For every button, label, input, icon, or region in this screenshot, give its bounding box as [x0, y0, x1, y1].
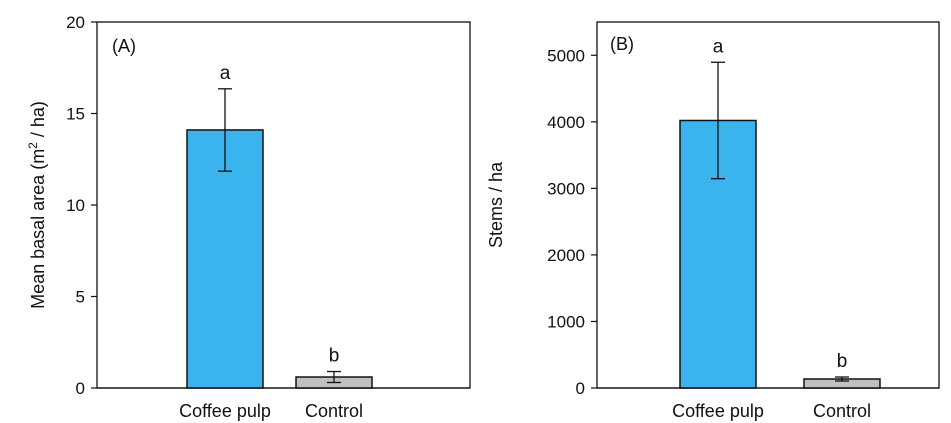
y-tick-label: 5000 [547, 46, 585, 65]
y-tick-label: 3000 [547, 179, 585, 198]
significance-label: a [220, 63, 231, 84]
y-axis-title-b: Stems / ha [486, 161, 506, 248]
y-tick-label: 2000 [547, 246, 585, 265]
panel-label-b: (B) [610, 34, 634, 54]
y-tick-label: 5 [76, 288, 85, 307]
y-tick-label: 0 [576, 379, 585, 398]
bar-coffee-pulp [186, 129, 264, 389]
plot-frame-b [596, 21, 940, 389]
y-tick-label: 4000 [547, 113, 585, 132]
category-label: Coffee pulp [672, 401, 764, 421]
plot-frame-a [96, 21, 471, 389]
category-label: Control [813, 401, 871, 421]
significance-label: b [837, 351, 848, 372]
significance-label: b [329, 346, 340, 367]
y-axis-title-a: Mean basal area (m2 / ha) [26, 101, 48, 309]
category-label: Control [305, 401, 363, 421]
significance-label: a [713, 36, 724, 57]
panel-label-a: (A) [112, 36, 136, 56]
y-tick-label: 15 [66, 105, 85, 124]
panel-b: (B) Stems / ha 0 1000 2000 3000 4000 5000 a Cof… [486, 21, 940, 421]
y-tick-label: 1000 [547, 312, 585, 331]
category-label: Coffee pulp [179, 401, 271, 421]
y-tick-label: 0 [76, 379, 85, 398]
y-tick-label: 10 [66, 196, 85, 215]
y-tick-label: 20 [66, 13, 85, 32]
panel-a: (A) Mean basal area (m2 / ha) 0 5 10 15 20 a C… [26, 13, 471, 421]
